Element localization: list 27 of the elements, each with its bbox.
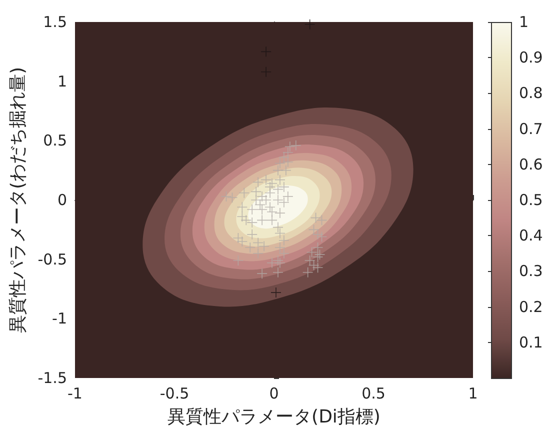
y-tick-label: 0.5 — [43, 132, 67, 150]
point — [261, 46, 272, 57]
color-bar-label: 0.4 — [519, 226, 543, 245]
y-tick-label: 1 — [57, 72, 67, 90]
point — [304, 19, 315, 30]
y-tick-label: -1 — [52, 310, 67, 328]
y-tick-label: -1.5 — [38, 369, 67, 387]
color-bar-label: 0.8 — [519, 84, 543, 102]
color-bar-label: 0.3 — [519, 262, 543, 280]
color-bar-label: 0.5 — [519, 191, 543, 209]
color-bar-label: 0.7 — [519, 120, 543, 138]
color-bar-label: 0.9 — [519, 48, 543, 67]
y-tick-label: 0 — [57, 191, 67, 209]
color-bar-label: 0.1 — [519, 333, 543, 352]
x-tick-label: 0 — [269, 384, 279, 402]
color-bar-label: 0.6 — [519, 155, 543, 174]
point — [270, 288, 281, 298]
x-tick-label: 1 — [468, 384, 478, 402]
x-tick-label: 0.5 — [362, 384, 386, 402]
y-tick-label: -0.5 — [38, 250, 67, 268]
y-axis-title: 異質性パラメータ(わだち掘れ量) — [7, 66, 28, 334]
color-bar-label: 1 — [519, 13, 529, 31]
color-bar-label: 0.2 — [519, 298, 543, 316]
y-tick-label: 1.5 — [43, 13, 67, 31]
point — [261, 66, 272, 77]
x-axis-title: 異質性パラメータ(Di指標) — [168, 406, 380, 428]
x-tick-label: -0.5 — [160, 384, 190, 402]
